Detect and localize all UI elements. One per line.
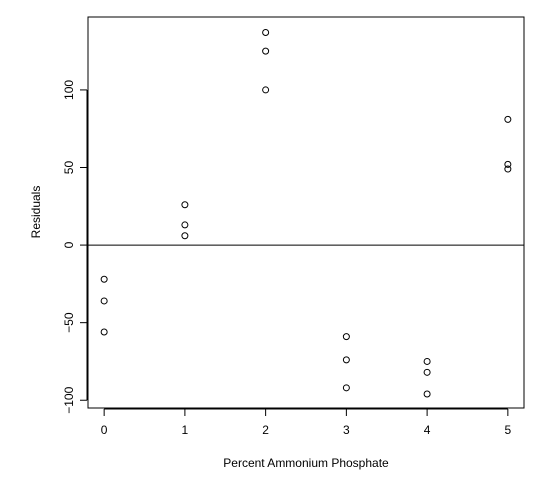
data-point	[262, 86, 270, 94]
data-point	[181, 201, 189, 209]
x-axis-title: Percent Ammonium Phosphate	[223, 456, 389, 470]
y-tick-label: −100	[62, 386, 76, 413]
data-point	[342, 356, 350, 364]
data-points	[100, 29, 512, 398]
data-point	[504, 115, 512, 123]
y-tick-label: 50	[62, 161, 76, 175]
x-tick-label: 0	[101, 423, 108, 437]
data-point	[423, 357, 431, 365]
x-tick-label: 3	[343, 423, 350, 437]
y-tick-label: 0	[62, 241, 76, 248]
data-point	[262, 47, 270, 55]
data-point	[423, 368, 431, 376]
plot-frame	[87, 16, 525, 409]
y-tick-label: 100	[62, 80, 76, 100]
y-tick-label: −50	[62, 312, 76, 333]
x-tick-label: 1	[182, 423, 189, 437]
x-axis: 0 1 2 3 4 5	[101, 408, 512, 437]
data-point	[423, 390, 431, 398]
data-point	[342, 333, 350, 341]
data-point	[342, 384, 350, 392]
data-point	[181, 232, 189, 240]
data-point	[100, 328, 108, 336]
x-tick-label: 2	[262, 423, 269, 437]
x-tick-label: 5	[505, 423, 512, 437]
data-point	[181, 221, 189, 229]
y-axis: −100 −50 0 50 100	[62, 80, 88, 414]
data-point	[100, 297, 108, 305]
data-point	[262, 29, 270, 37]
x-tick-label: 4	[424, 423, 431, 437]
y-axis-title: Residuals	[29, 186, 43, 239]
data-point	[504, 165, 512, 173]
data-point	[100, 275, 108, 283]
data-point	[504, 160, 512, 168]
